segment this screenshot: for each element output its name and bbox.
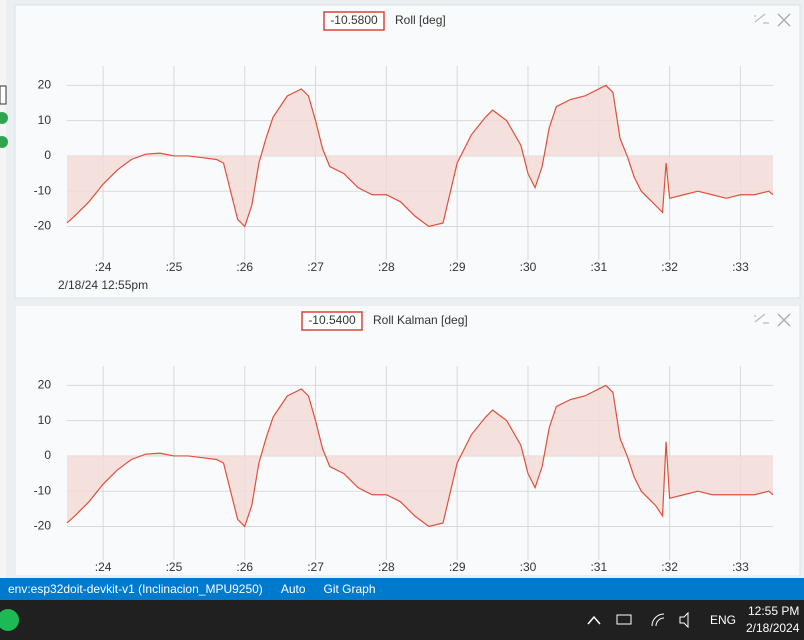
battery-icon[interactable] [616,614,632,625]
x-tick-label: :24 [95,260,112,274]
taskbar-icons [0,609,689,631]
clock-time[interactable]: 12:55 PM [748,604,800,618]
readout-box [323,11,385,31]
side-strip [0,0,6,578]
x-tick-label: :25 [166,260,183,274]
x-tick-label: :33 [732,260,749,274]
line [66,384,774,528]
upload-mode[interactable]: Auto [280,582,306,596]
y-tick-label: 0 [44,148,51,162]
volume-icon[interactable] [679,611,689,629]
options-icon[interactable] [754,13,769,24]
chart-panel: -20 -10 0 10 20 :24 :25 :26 :27 :28 :29 :30 :31 :32 :3… [14,4,801,299]
side-icon[interactable] [0,112,8,124]
y-tick-label: 0 [44,448,51,462]
panel-background [15,305,801,575]
clock-date[interactable]: 2/18/2024 [746,621,800,635]
x-tick-label: :26 [236,560,253,574]
x-tick-label: :32 [661,260,678,274]
panel-background [14,4,801,299]
side-icon[interactable] [0,136,8,148]
y-tick-label: -20 [34,519,52,533]
readout-box [301,311,363,331]
y-tick-label: 10 [38,413,52,427]
options-icon[interactable] [754,313,769,324]
y-tick-label: -20 [34,219,52,233]
language[interactable]: ENG [710,613,737,627]
taskbar: ENG 12:55 PM 2/18/2024 [0,600,804,640]
y-tick-label: 20 [38,378,52,392]
x-tick-label: :27 [307,560,324,574]
close-icon[interactable] [777,13,791,27]
x-tick-label: :31 [590,260,607,274]
y-tick-label: 20 [38,78,52,92]
x-tick-label: :25 [166,560,183,574]
spotify-icon[interactable] [0,609,19,631]
x-tick-label: :30 [520,560,537,574]
x-tick-label: :24 [95,560,112,574]
y-tick-label: 10 [38,113,52,127]
x-tick-label: :33 [732,560,749,574]
x-tick-label: :29 [449,560,466,574]
chart-title: Roll [deg] [395,13,446,27]
area [67,85,773,227]
y-tick-label: -10 [34,183,52,197]
readout: -10.5800 [330,13,378,27]
x-tick-label: :27 [307,260,324,274]
close-icon[interactable] [777,313,791,327]
x-tick-label: :28 [378,260,395,274]
tray-chevron[interactable] [587,615,601,625]
status-bar: env:esp32doit-devkit-v1 (Inclinacion_MPU… [0,578,804,600]
x-tick-label: :26 [236,260,253,274]
x-tick-label: :31 [590,560,607,574]
x-tick-label: :29 [449,260,466,274]
x-tick-label: :32 [661,560,678,574]
side-input [0,85,7,105]
readout: -10.5400 [308,313,356,327]
x-tick-label: :30 [520,260,537,274]
env-selector[interactable]: env:esp32doit-devkit-v1 (Inclinacion_MPU… [8,582,263,596]
charts-area: -20 -10 0 10 20 :24 :25 :26 :27 :28 :29 :30 :31 :32 :3… [0,0,801,578]
x-axis-label: 2/18/24 12:55pm [58,278,148,292]
x-tick-label: :28 [378,560,395,574]
chart-panel: -20 -10 0 10 20 :24 :25 :26 :27 :28 :29 :30 :31 :32 :3… [15,305,801,575]
line [66,84,774,228]
y-tick-label: -10 [34,483,52,497]
chart-title: Roll Kalman [deg] [373,313,468,327]
wifi-icon[interactable] [651,613,665,627]
git-graph[interactable]: Git Graph [323,582,376,596]
